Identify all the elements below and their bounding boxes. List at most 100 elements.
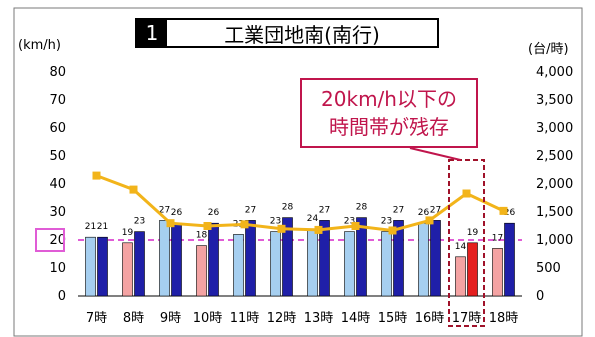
volume-point	[314, 225, 323, 234]
y-left-tick-label: 80	[49, 65, 66, 80]
y-left-tick-label: 10	[49, 261, 66, 276]
bar-b	[319, 220, 330, 297]
chart-border	[13, 7, 583, 337]
bar-b	[467, 242, 478, 297]
bar-a-value-label: 26	[418, 208, 430, 218]
x-tick-label: 17時	[452, 311, 482, 326]
annotation-callout: 20km/h以下の 時間帯が残存	[300, 78, 478, 148]
highlight-box	[448, 159, 485, 327]
volume-point	[92, 171, 101, 180]
volume-point	[425, 216, 434, 225]
bar-a	[307, 228, 318, 297]
y-left-tick-label: 40	[49, 177, 66, 192]
chart-title: 工業団地南(南行)	[224, 22, 380, 47]
bar-b	[504, 222, 515, 297]
bar-a	[233, 234, 244, 297]
bar-a-value-label: 24	[307, 214, 319, 224]
y-left-tick-label: 60	[49, 121, 66, 136]
bar-b	[430, 220, 441, 297]
volume-point	[388, 226, 397, 235]
chart-title-box: 1 工業団地南(南行)	[135, 18, 439, 48]
x-tick-label: 8時	[123, 311, 144, 326]
volume-point	[240, 220, 249, 229]
x-tick-label: 15時	[378, 311, 408, 326]
chart-title-number: 1	[137, 20, 167, 46]
bar-b-value-label: 23	[134, 217, 145, 227]
bar-a-value-label: 21	[85, 222, 96, 232]
bar-a-value-label: 23	[344, 217, 355, 227]
bar-a-value-label: 27	[159, 205, 170, 215]
bar-a-value-label: 14	[455, 242, 467, 252]
x-tick-label: 11時	[230, 311, 260, 326]
bar-b-value-label: 26	[504, 208, 516, 218]
bar-a	[196, 245, 207, 297]
bar-b	[97, 236, 108, 297]
bar-a	[418, 222, 429, 297]
y-left-tick-label: 0	[58, 289, 66, 304]
bar-b-value-label: 28	[356, 203, 368, 213]
bar-b	[134, 231, 145, 297]
y-right-tick-label: 1,500	[536, 205, 573, 220]
volume-point	[203, 222, 212, 230]
bar-b	[245, 220, 256, 297]
y-right-tick-label: 3,500	[536, 93, 573, 108]
x-tick-label: 10時	[193, 311, 223, 326]
bar-b-value-label: 27	[430, 205, 441, 215]
y-left-tick-label: 70	[49, 93, 66, 108]
bar-b-value-label: 19	[467, 228, 479, 238]
volume-point	[462, 189, 471, 198]
volume-point	[351, 222, 360, 230]
y-right-tick-label: 3,000	[536, 121, 573, 136]
y-left-tick-label: 50	[49, 149, 66, 164]
bar-a-value-label: 23	[270, 217, 281, 227]
volume-point	[166, 219, 175, 228]
callout-line-2: 時間帯が残存	[329, 115, 449, 139]
bar-a	[122, 242, 133, 297]
callout-pointer	[409, 147, 461, 161]
y-right-tick-label: 1,000	[536, 233, 573, 248]
bar-a-value-label: 18	[196, 231, 208, 241]
bar-a-value-label: 17	[492, 233, 503, 243]
callout-line-1: 20km/h以下の	[321, 87, 457, 111]
x-tick-label: 9時	[160, 311, 181, 326]
volume-line	[95, 174, 505, 233]
x-tick-label: 18時	[489, 311, 519, 326]
bar-a-value-label: 19	[122, 228, 134, 238]
right-axis-unit: (台/時)	[528, 42, 569, 57]
bar-b-value-label: 28	[282, 203, 294, 213]
y-right-tick-label: 0	[536, 289, 544, 304]
bar-b-value-label: 26	[171, 208, 183, 218]
volume-point	[277, 224, 286, 233]
x-tick-label: 12時	[267, 311, 297, 326]
y-right-tick-label: 2,500	[536, 149, 573, 164]
bar-b	[208, 222, 219, 297]
bar-a	[381, 231, 392, 297]
y-right-tick-label: 500	[536, 261, 561, 276]
bar-b	[356, 217, 367, 297]
bar-a	[159, 220, 170, 297]
bar-a-value-label: 23	[381, 217, 392, 227]
volume-point	[499, 206, 508, 215]
bar-a	[85, 236, 96, 297]
x-tick-label: 7時	[86, 311, 107, 326]
bar-a	[455, 256, 466, 297]
bar-b	[171, 222, 182, 297]
bar-b	[393, 220, 404, 297]
reference-label-box	[35, 228, 65, 252]
volume-point	[129, 185, 138, 194]
bar-a	[270, 231, 281, 297]
x-tick-label: 14時	[341, 311, 371, 326]
bar-b	[282, 217, 293, 297]
y-right-tick-label: 2,000	[536, 177, 573, 192]
left-axis-unit: (km/h)	[18, 38, 61, 53]
bar-b-value-label: 21	[97, 222, 108, 232]
bar-a	[492, 248, 503, 297]
x-tick-label: 13時	[304, 311, 334, 326]
bar-b-value-label: 27	[319, 205, 330, 215]
x-tick-label: 16時	[415, 311, 445, 326]
bar-b-value-label: 26	[208, 208, 220, 218]
y-left-tick-label: 20	[49, 233, 66, 248]
y-left-tick-label: 30	[49, 205, 66, 220]
bar-b-value-label: 27	[393, 205, 404, 215]
